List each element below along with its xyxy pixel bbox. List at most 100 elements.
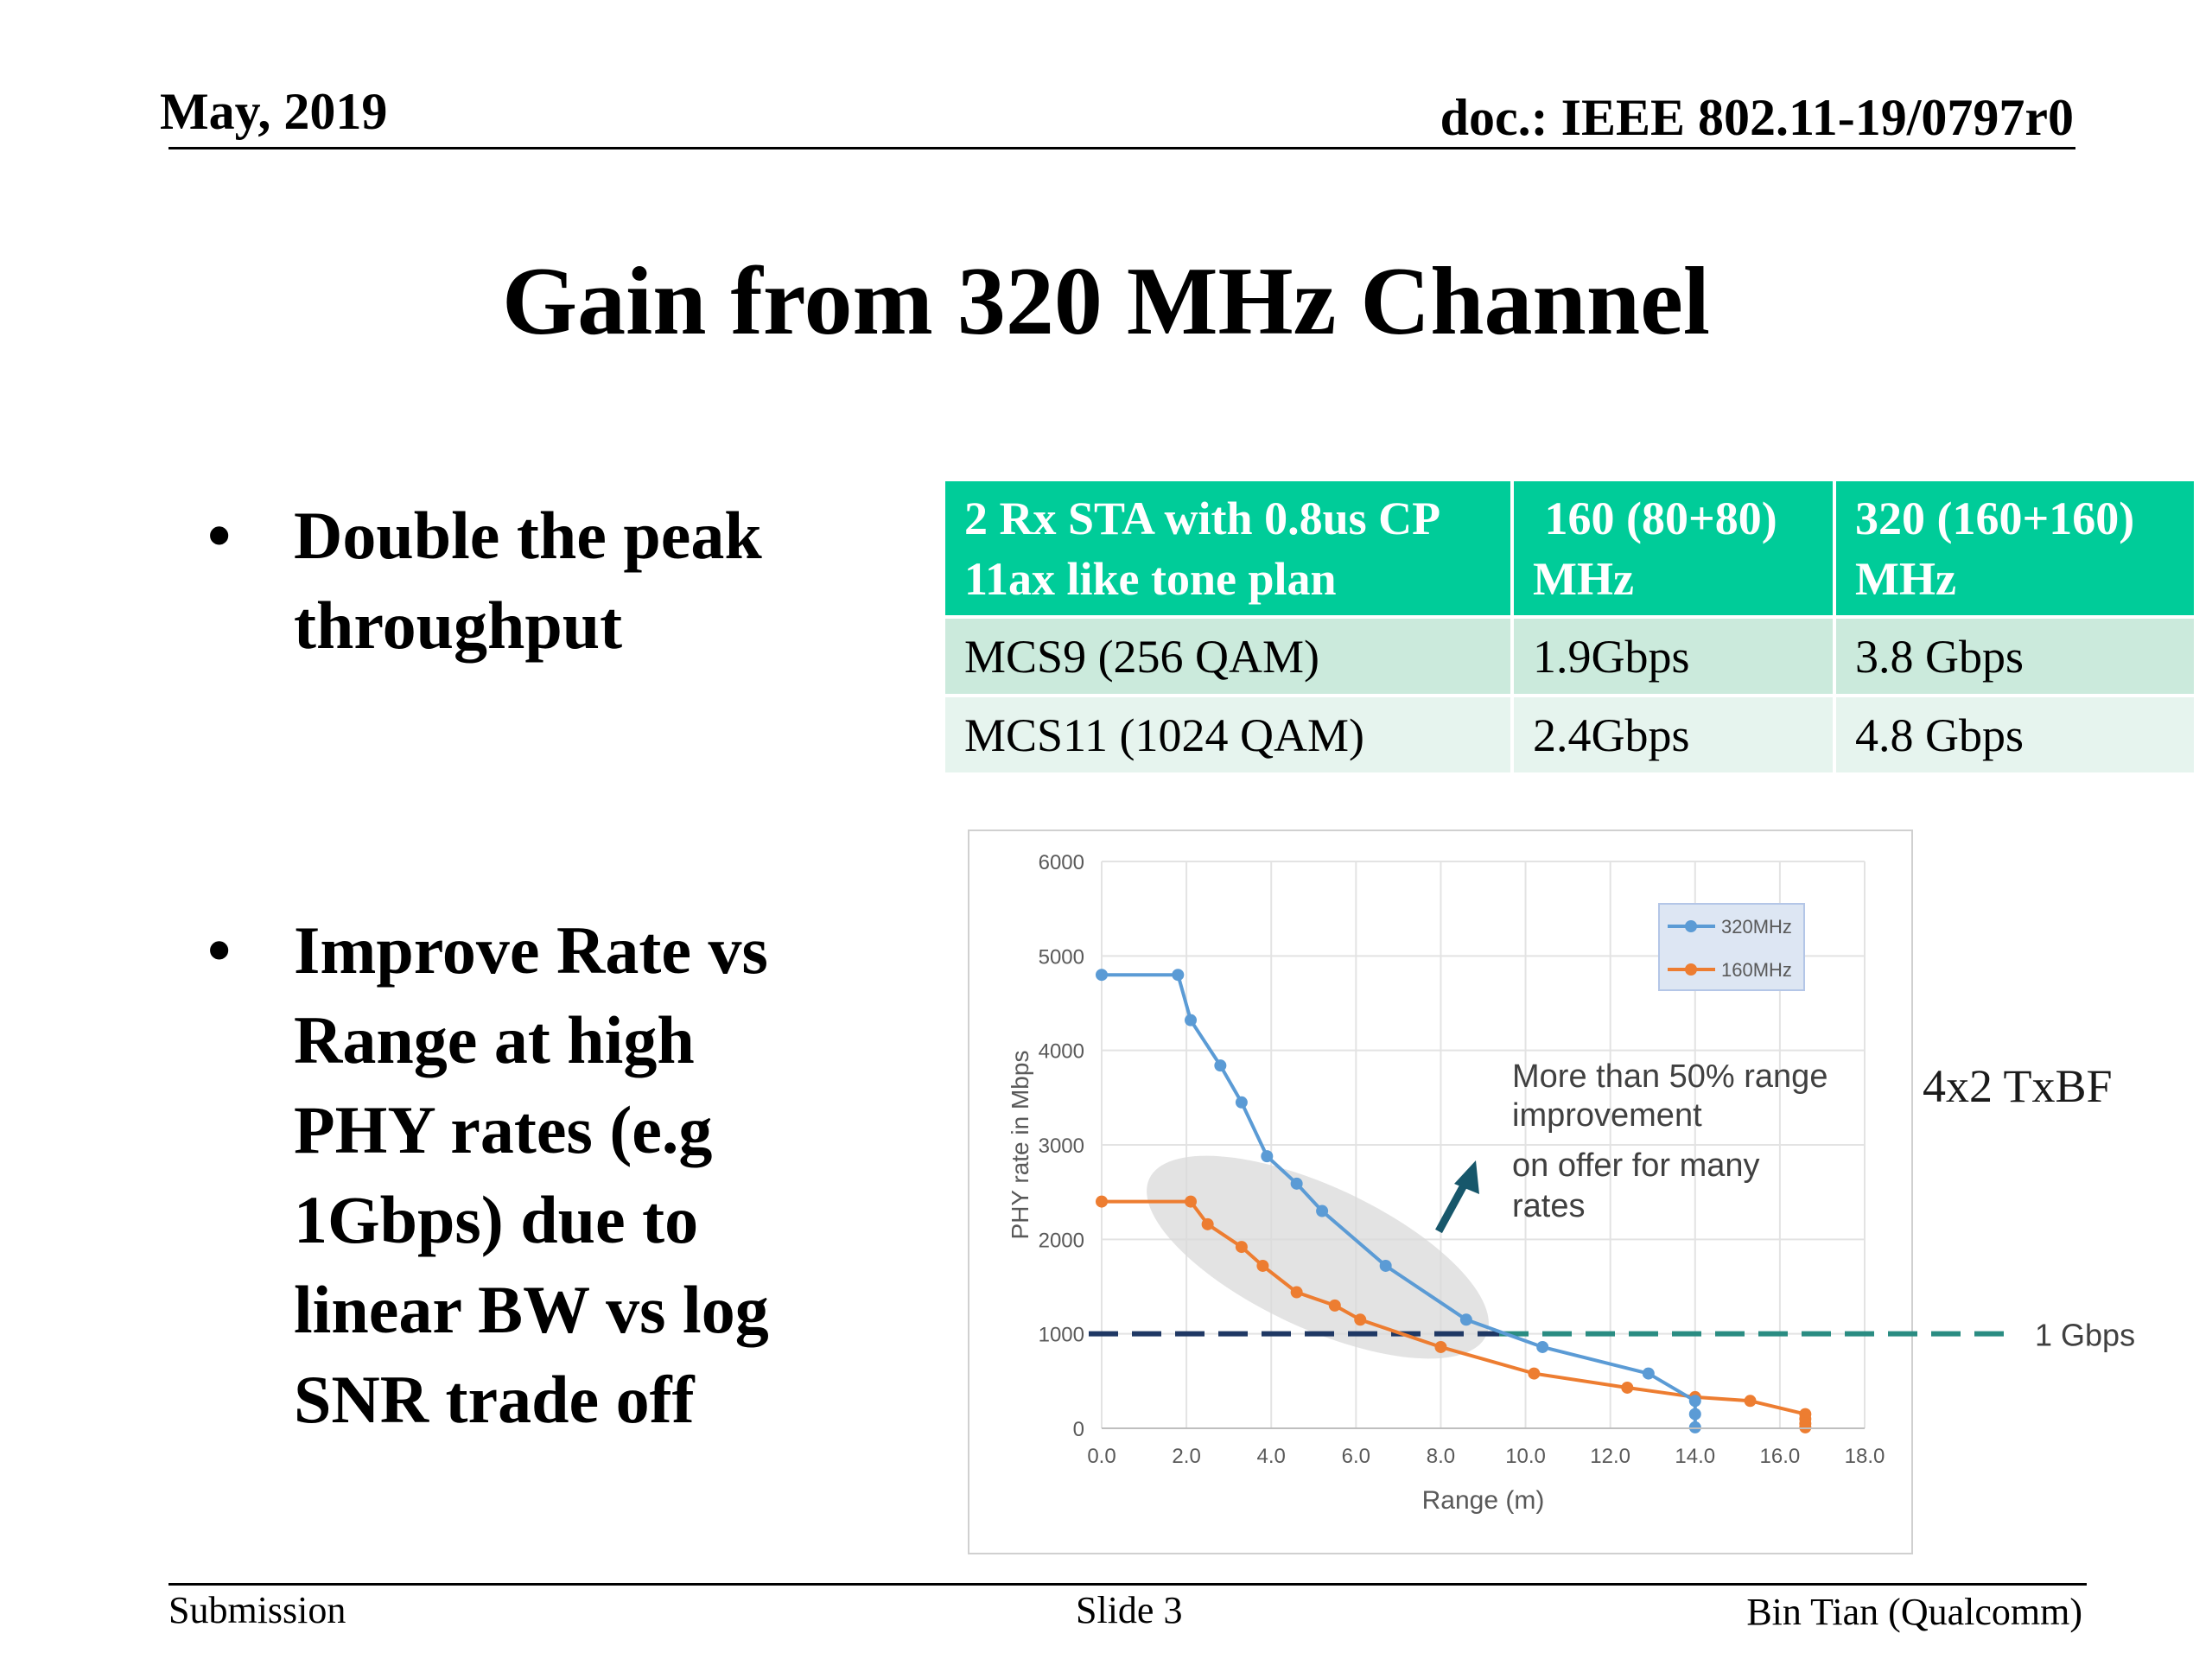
x-tick-label: 2.0	[1172, 1445, 1200, 1468]
header-date: May, 2019	[160, 83, 388, 140]
data-point-320MHz	[1379, 1259, 1392, 1272]
footer-rule	[168, 1583, 2087, 1586]
x-tick-label: 0.0	[1087, 1445, 1116, 1468]
x-tick-label: 4.0	[1257, 1445, 1286, 1468]
annotation-line: rates	[1512, 1188, 1585, 1224]
bullet-line: linear BW vs log	[294, 1272, 769, 1347]
table-header-cell: 2 Rx STA with 0.8us CP 11ax like tone pl…	[942, 478, 1514, 619]
annotation-line: on offer for many	[1512, 1147, 1760, 1184]
data-point-160MHz	[1235, 1241, 1248, 1254]
footer-slide-number: Slide 3	[1076, 1589, 1183, 1631]
data-point-320MHz	[1261, 1150, 1274, 1163]
improvement-arrow-icon	[1435, 1160, 1479, 1234]
data-point-160MHz	[1434, 1340, 1447, 1353]
throughput-table: 2 Rx STA with 0.8us CP 11ax like tone pl…	[942, 478, 2197, 776]
y-axis-label: PHY rate in Mbps	[1007, 1051, 1033, 1240]
table-cell: 2.4Gbps	[1510, 694, 1836, 776]
table-header-cell: 160 (80+80) MHz	[1510, 478, 1836, 619]
data-point-160MHz	[1354, 1313, 1367, 1326]
reference-line-group: 1 Gbps	[1089, 1318, 2135, 1353]
chart-legend: 320MHz 160MHz	[1658, 903, 1805, 991]
data-point-320MHz	[1688, 1395, 1701, 1408]
x-axis-label: Range (m)	[1422, 1486, 1545, 1515]
y-tick-label: 6000	[1039, 851, 1084, 874]
x-tick-label: 6.0	[1342, 1445, 1370, 1468]
bullet-line: Range at high	[294, 1002, 695, 1077]
legend-swatch-marker	[1685, 963, 1697, 976]
bullet-line: 1Gbps) due to	[294, 1182, 699, 1257]
header-line: 2 Rx STA with 0.8us CP	[964, 492, 1441, 544]
data-point-320MHz	[1235, 1096, 1248, 1109]
y-tick-label: 3000	[1039, 1135, 1084, 1158]
table-cell: MCS11 (1024 QAM)	[942, 694, 1514, 776]
data-point-160MHz	[1328, 1299, 1341, 1312]
data-point-160MHz	[1621, 1381, 1634, 1394]
y-tick-label: 0	[1073, 1418, 1084, 1441]
data-point-160MHz	[1528, 1367, 1541, 1380]
highlight-ellipse	[1147, 1155, 1489, 1359]
reference-line-label: 1 Gbps	[2035, 1318, 2135, 1353]
data-point-320MHz	[1642, 1367, 1655, 1380]
chart-series-group	[1096, 969, 1812, 1433]
data-point-320MHz	[1290, 1177, 1303, 1190]
data-point-320MHz	[1185, 1014, 1198, 1027]
data-point-320MHz	[1459, 1313, 1472, 1326]
table-cell: MCS9 (256 QAM)	[942, 615, 1514, 697]
annotation-line: improvement	[1512, 1097, 1702, 1134]
data-point-320MHz	[1688, 1408, 1701, 1421]
x-tick-label: 18.0	[1845, 1445, 1885, 1468]
y-tick-label: 5000	[1039, 945, 1084, 969]
data-point-320MHz	[1536, 1340, 1549, 1353]
slide-title: Gain from 320 MHz Channel	[502, 248, 1710, 355]
legend-box	[1658, 903, 1805, 991]
data-point-320MHz	[1096, 969, 1108, 982]
bullet-text: Improve Rate vs Range at high PHY rates …	[294, 906, 1071, 1445]
data-point-320MHz	[1214, 1059, 1227, 1072]
data-point-320MHz	[1688, 1421, 1701, 1433]
bullet-line: Double the peak	[294, 498, 762, 573]
header-doc-id: doc.: IEEE 802.11-19/0797r0	[1440, 89, 2074, 146]
y-tick-label: 2000	[1039, 1229, 1084, 1252]
table-cell: 4.8 Gbps	[1833, 694, 2197, 776]
header-line: MHz	[1855, 552, 1956, 605]
x-tick-label: 8.0	[1427, 1445, 1455, 1468]
data-point-160MHz	[1201, 1217, 1214, 1230]
header-line: MHz	[1533, 552, 1634, 605]
bullet-marker: •	[207, 912, 232, 988]
x-tick-label: 14.0	[1675, 1445, 1715, 1468]
header-line: 160 (80+80)	[1533, 492, 1777, 544]
data-point-160MHz	[1799, 1421, 1812, 1433]
table-cell: 1.9Gbps	[1510, 615, 1836, 697]
footer-author: Bin Tian (Qualcomm)	[1746, 1591, 2082, 1633]
bullet-line: SNR trade off	[294, 1362, 695, 1437]
data-point-320MHz	[1172, 969, 1185, 982]
bullet-marker: •	[207, 498, 232, 573]
legend-label: 320MHz	[1721, 916, 1792, 938]
data-point-160MHz	[1096, 1195, 1108, 1208]
legend-label: 160MHz	[1721, 959, 1792, 981]
chart-axes: 0 1000 2000 3000 4000 5000 6000 0.0 2.0 4.0 6.0 8.0…	[1007, 851, 1885, 1515]
y-tick-label: 1000	[1039, 1324, 1084, 1347]
x-tick-label: 16.0	[1760, 1445, 1801, 1468]
footer-submission: Submission	[168, 1589, 346, 1631]
x-tick-label: 10.0	[1505, 1445, 1546, 1468]
table-row: MCS11 (1024 QAM) 2.4Gbps 4.8 Gbps	[942, 694, 2197, 776]
data-point-160MHz	[1185, 1195, 1198, 1208]
table-header-cell: 320 (160+160) MHz	[1833, 478, 2197, 619]
bullet-text: Double the peak throughput	[294, 491, 1071, 671]
legend-swatch-marker	[1685, 920, 1697, 932]
x-tick-label: 12.0	[1590, 1445, 1630, 1468]
header-line: 11ax like tone plan	[964, 552, 1337, 605]
side-label: 4x2 TxBF	[1923, 1060, 2113, 1112]
bullet-line: Improve Rate vs	[294, 912, 768, 988]
data-point-160MHz	[1290, 1286, 1303, 1299]
annotation-line: More than 50% range	[1512, 1058, 1827, 1095]
data-point-160MHz	[1256, 1259, 1269, 1272]
header-rule	[168, 147, 2075, 149]
table-row: MCS9 (256 QAM) 1.9Gbps 3.8 Gbps	[942, 615, 2197, 697]
bullet-line: throughput	[294, 588, 623, 663]
data-point-320MHz	[1316, 1205, 1329, 1217]
table-header-row: 2 Rx STA with 0.8us CP 11ax like tone pl…	[942, 478, 2197, 619]
